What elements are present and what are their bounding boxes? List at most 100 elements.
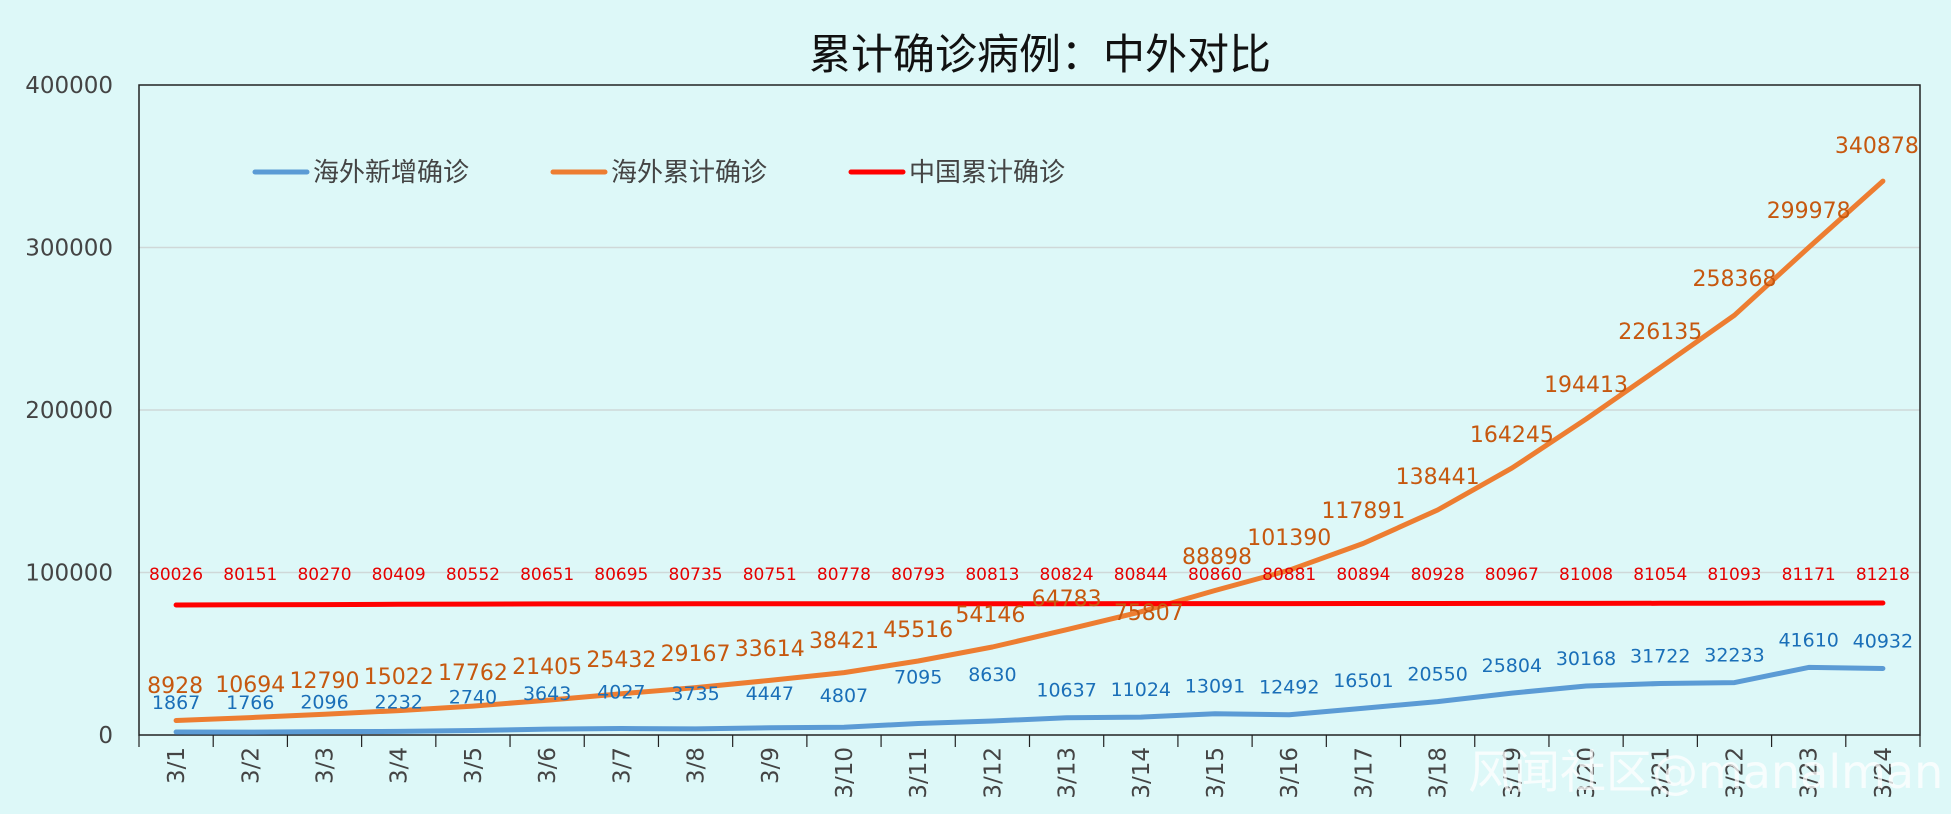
data-label-cum-overseas: 45516 bbox=[883, 618, 953, 643]
data-label-new-overseas: 7095 bbox=[894, 666, 942, 688]
data-label-cum-china: 80026 bbox=[149, 565, 203, 585]
x-tick-label: 3/8 bbox=[684, 747, 710, 784]
legend-label-new-overseas: 海外新增确诊 bbox=[313, 158, 469, 188]
x-tick-label: 3/15 bbox=[1203, 747, 1229, 799]
data-label-new-overseas: 3735 bbox=[671, 683, 719, 705]
data-label-new-overseas: 31722 bbox=[1630, 645, 1690, 667]
data-label-new-overseas: 41610 bbox=[1778, 629, 1838, 651]
data-label-cum-overseas: 38421 bbox=[809, 629, 879, 654]
data-label-cum-china: 80824 bbox=[1040, 565, 1094, 585]
watermark: 风闻社区@manalman bbox=[1468, 745, 1943, 799]
x-axis-ticks: 3/1 3/2 3/3 3/4 3/5 3/6 3/7 3/8 3/9 3/10 3/11 3/12 3… bbox=[138, 735, 1921, 799]
data-label-cum-overseas: 17762 bbox=[438, 661, 508, 686]
x-tick-label: 3/7 bbox=[609, 747, 635, 784]
data-labels: 1867 1766 2096 2232 2740 3643 4027 3735 4447 4807… bbox=[147, 134, 1919, 714]
x-tick-label: 3/16 bbox=[1277, 747, 1303, 799]
series-line-new-overseas bbox=[173, 664, 1886, 735]
x-tick-label: 3/22 bbox=[1722, 747, 1748, 799]
x-tick-label: 3/14 bbox=[1129, 747, 1155, 799]
y-tick-label: 0 bbox=[98, 723, 113, 749]
data-label-new-overseas: 2740 bbox=[449, 687, 497, 709]
data-label-cum-overseas: 340878 bbox=[1835, 134, 1919, 159]
data-label-new-overseas: 4447 bbox=[746, 683, 794, 705]
data-label-cum-overseas: 117891 bbox=[1321, 499, 1405, 524]
x-tick-label: 3/11 bbox=[906, 747, 932, 799]
data-label-new-overseas: 11024 bbox=[1111, 679, 1171, 701]
x-tick-label: 3/21 bbox=[1648, 747, 1674, 799]
data-label-new-overseas: 8630 bbox=[968, 664, 1016, 686]
data-label-new-overseas: 16501 bbox=[1333, 670, 1393, 692]
x-tick-label: 3/20 bbox=[1574, 747, 1600, 799]
data-label-new-overseas: 20550 bbox=[1407, 664, 1467, 686]
x-tick-label: 3/9 bbox=[758, 747, 784, 784]
x-tick-label: 3/4 bbox=[387, 747, 413, 784]
data-label-new-overseas: 4027 bbox=[597, 681, 645, 703]
x-tick-label: 3/6 bbox=[535, 747, 561, 784]
series-lines bbox=[173, 178, 1886, 735]
data-label-cum-overseas: 101390 bbox=[1247, 526, 1331, 551]
data-label-cum-overseas: 29167 bbox=[661, 642, 731, 667]
data-label-new-overseas: 40932 bbox=[1853, 630, 1913, 652]
x-tick-label: 3/23 bbox=[1797, 747, 1823, 799]
data-label-cum-china: 81008 bbox=[1559, 565, 1613, 585]
data-label-cum-overseas: 75807 bbox=[1114, 601, 1184, 626]
data-label-cum-china: 80270 bbox=[297, 565, 351, 585]
data-label-cum-overseas: 21405 bbox=[512, 655, 582, 680]
x-tick-label: 3/5 bbox=[461, 747, 487, 784]
data-label-cum-overseas: 88898 bbox=[1182, 545, 1252, 570]
data-label-cum-china: 80928 bbox=[1411, 565, 1465, 585]
data-label-cum-china: 81054 bbox=[1633, 565, 1687, 585]
data-label-cum-china: 80881 bbox=[1262, 565, 1316, 585]
x-tick-label: 3/19 bbox=[1500, 747, 1526, 799]
data-label-cum-overseas: 12790 bbox=[290, 669, 360, 694]
data-label-new-overseas: 13091 bbox=[1185, 676, 1245, 698]
series-line-cum-overseas bbox=[173, 178, 1886, 723]
data-label-new-overseas: 2096 bbox=[300, 692, 348, 714]
data-label-cum-china: 81218 bbox=[1856, 565, 1910, 585]
data-label-cum-overseas: 54146 bbox=[955, 603, 1025, 628]
data-label-cum-china: 80751 bbox=[743, 565, 797, 585]
data-label-cum-china: 81171 bbox=[1782, 565, 1836, 585]
data-label-cum-china: 80695 bbox=[594, 565, 648, 585]
y-tick-label: 400000 bbox=[25, 73, 113, 99]
data-label-cum-china: 80151 bbox=[223, 565, 277, 585]
data-label-cum-overseas: 15022 bbox=[364, 665, 434, 690]
data-label-cum-china: 80409 bbox=[372, 565, 426, 585]
data-label-new-overseas: 25804 bbox=[1482, 655, 1542, 677]
data-label-cum-overseas: 64783 bbox=[1032, 587, 1102, 612]
data-label-new-overseas: 4807 bbox=[820, 685, 868, 707]
data-label-new-overseas: 2232 bbox=[375, 691, 423, 713]
data-label-new-overseas: 30168 bbox=[1556, 648, 1616, 670]
data-label-cum-china: 80735 bbox=[669, 565, 723, 585]
y-tick-label: 200000 bbox=[25, 398, 113, 424]
data-label-new-overseas: 12492 bbox=[1259, 677, 1319, 699]
y-tick-label: 300000 bbox=[25, 236, 113, 262]
data-label-cum-china: 80552 bbox=[446, 565, 500, 585]
data-label-cum-china: 80860 bbox=[1188, 565, 1242, 585]
data-label-cum-china: 80793 bbox=[891, 565, 945, 585]
data-label-cum-overseas: 25432 bbox=[586, 648, 656, 673]
data-label-new-overseas: 3643 bbox=[523, 683, 571, 705]
y-tick-label: 100000 bbox=[25, 561, 113, 587]
data-label-new-overseas: 10637 bbox=[1036, 680, 1096, 702]
legend: 海外新增确诊 海外累计确诊 中国累计确诊 bbox=[252, 158, 1065, 188]
data-label-new-overseas: 1867 bbox=[152, 692, 200, 714]
data-label-new-overseas: 1766 bbox=[226, 692, 274, 714]
data-label-cum-china: 80778 bbox=[817, 565, 871, 585]
legend-label-cum-china: 中国累计确诊 bbox=[909, 158, 1065, 188]
data-label-cum-overseas: 258368 bbox=[1692, 267, 1776, 292]
x-tick-label: 3/24 bbox=[1871, 747, 1897, 799]
x-tick-label: 3/3 bbox=[313, 747, 339, 784]
legend-label-cum-overseas: 海外累计确诊 bbox=[611, 158, 767, 188]
x-tick-label: 3/12 bbox=[980, 747, 1006, 799]
data-label-cum-overseas: 33614 bbox=[735, 637, 805, 662]
x-tick-label: 3/2 bbox=[238, 747, 264, 784]
x-tick-label: 3/18 bbox=[1426, 747, 1452, 799]
x-tick-label: 3/17 bbox=[1351, 747, 1377, 799]
data-label-cum-overseas: 10694 bbox=[215, 673, 285, 698]
data-label-cum-overseas: 299978 bbox=[1767, 199, 1851, 224]
y-axis-ticks: 0 100000 200000 300000 400000 bbox=[25, 73, 113, 749]
data-label-cum-china: 80844 bbox=[1114, 565, 1168, 585]
data-label-cum-overseas: 226135 bbox=[1618, 320, 1702, 345]
